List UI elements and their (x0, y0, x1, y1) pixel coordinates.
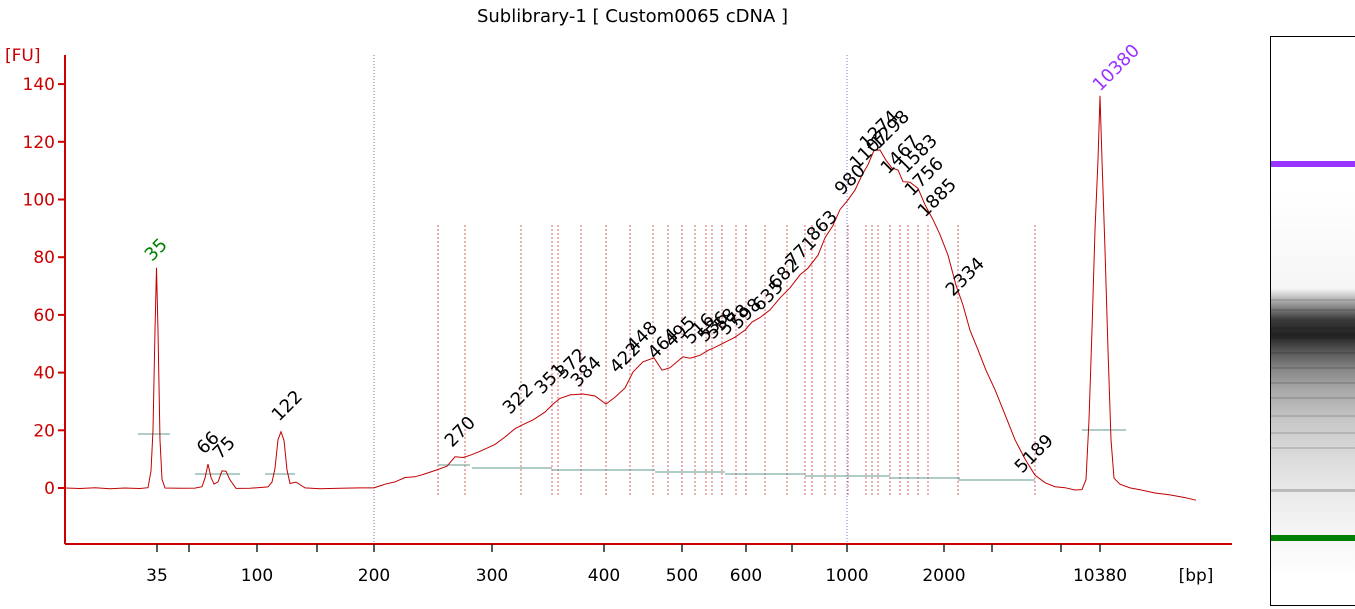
gel-lower-marker-band (1271, 535, 1355, 541)
x-axis-unit-label: [bp] (1179, 566, 1214, 586)
gel-lane-image (1271, 161, 1355, 577)
y-tick-label: 60 (33, 306, 55, 326)
x-tick-label: 500 (666, 566, 698, 586)
marker-label: 10380 (1089, 40, 1144, 95)
gel-upper-marker-band (1271, 161, 1355, 167)
peak-label: 270 (441, 412, 480, 451)
peak-label: 5189 (1011, 430, 1058, 477)
x-tick-label: 200 (358, 566, 390, 586)
peak-label: 122 (268, 386, 307, 425)
x-tick-label: 1000 (825, 566, 868, 586)
gel-faint-band (1271, 447, 1355, 449)
gel-smear (1271, 187, 1355, 577)
y-tick-label: 100 (23, 191, 55, 211)
gel-faint-band (1271, 299, 1355, 301)
gel-faint-band (1271, 352, 1355, 354)
y-tick-label: 0 (44, 479, 55, 499)
fluorescence-trace (64, 95, 1197, 501)
y-tick-label: 140 (23, 75, 55, 95)
gel-faint-band (1271, 367, 1355, 369)
y-tick-label: 20 (33, 421, 55, 441)
x-tick-label: 100 (241, 566, 273, 586)
y-tick-label: 40 (33, 364, 55, 384)
gel-faint-band (1271, 337, 1355, 339)
gel-faint-band (1271, 382, 1355, 384)
guide-lines (373, 55, 848, 544)
gel-band-122 (1271, 489, 1355, 492)
y-tick-label: 120 (23, 133, 55, 153)
gel-faint-band (1271, 415, 1355, 417)
marker-label: 35 (141, 234, 172, 265)
gel-image-lane (1270, 36, 1355, 606)
x-tick-label: 300 (476, 566, 508, 586)
gel-faint-band (1271, 397, 1355, 399)
peak-label: 2334 (942, 253, 989, 300)
x-tick-label: 600 (730, 566, 762, 586)
gel-faint-band (1271, 327, 1355, 329)
gel-faint-band (1271, 309, 1355, 311)
gel-faint-band (1271, 432, 1355, 434)
electropherogram-plot: [FU] 0 20 40 60 80 100 120 140 35 100 200 300 400 500 6… (5, 40, 1232, 586)
x-tick-label: 10380 (1073, 566, 1127, 586)
axes: [FU] 0 20 40 60 80 100 120 140 35 100 200 300 400 500 6… (5, 46, 1232, 586)
y-tick-label: 80 (33, 248, 55, 268)
x-tick-label: 400 (588, 566, 620, 586)
y-axis-unit-label: [FU] (5, 46, 41, 66)
x-tick-label: 35 (146, 566, 168, 586)
chart-title: Sublibrary-1 [ Custom0065 cDNA ] (476, 6, 789, 27)
peak-baselines (138, 429, 1126, 481)
peak-droplines (437, 225, 1036, 495)
x-tick-label: 2000 (922, 566, 965, 586)
